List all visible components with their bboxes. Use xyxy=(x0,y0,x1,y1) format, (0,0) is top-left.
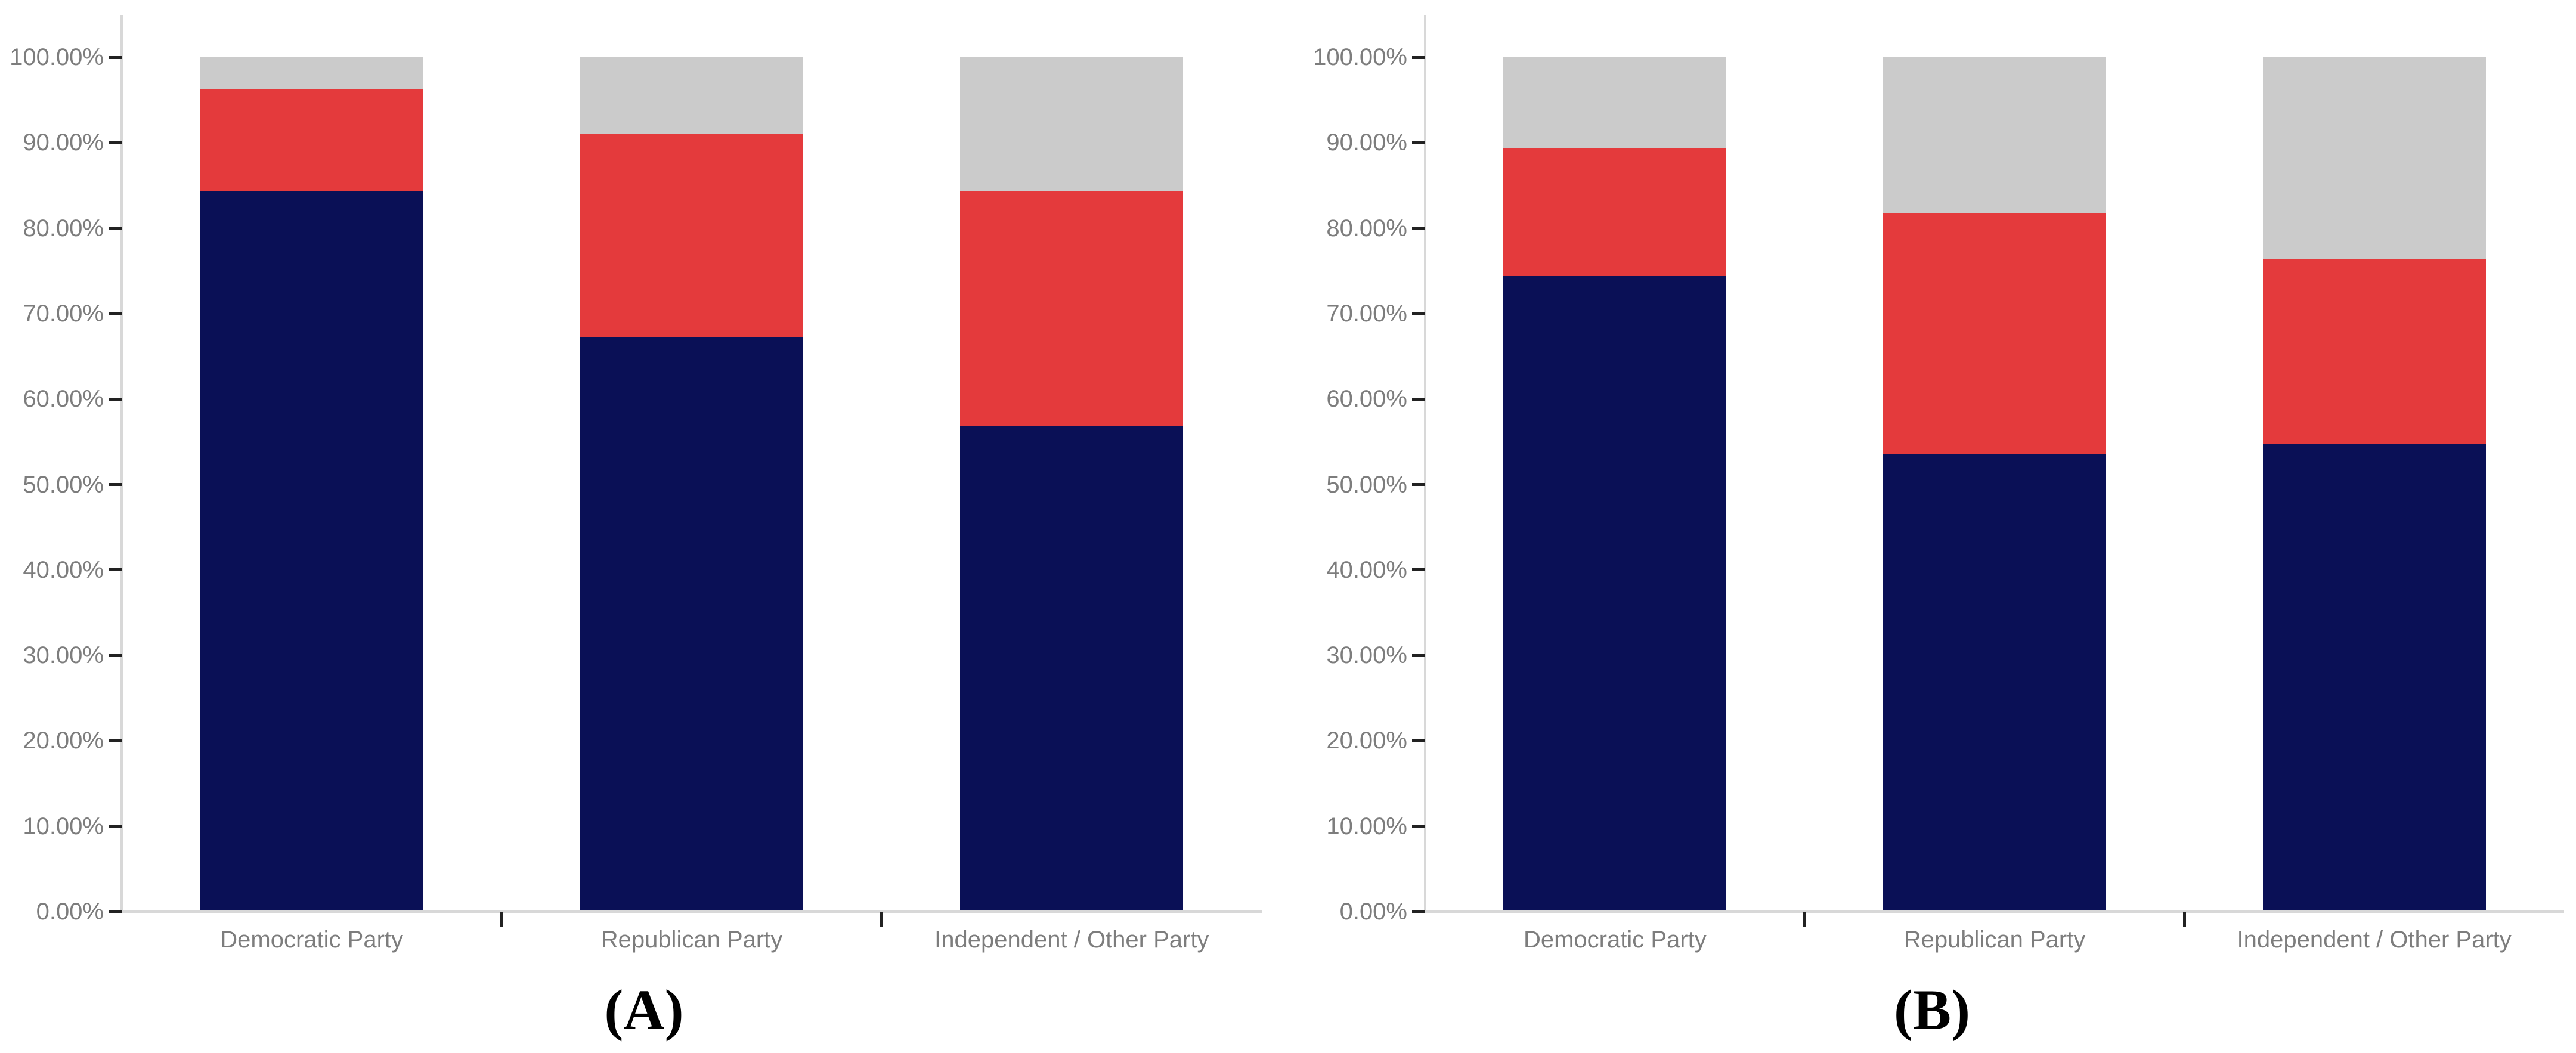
y-tick-label: 20.00% xyxy=(1326,727,1407,754)
stacked-bar-b-3 xyxy=(2262,57,2486,912)
bar-segment-navy xyxy=(580,336,803,912)
y-tick-label: 30.00% xyxy=(1326,642,1407,669)
x-category-label: Independent / Other Party xyxy=(2237,927,2512,953)
y-tick-label: 10.00% xyxy=(1326,813,1407,840)
bar-segment-navy xyxy=(960,426,1184,912)
y-tick-label: 70.00% xyxy=(1326,300,1407,327)
y-tick-label: 40.00% xyxy=(1326,556,1407,583)
y-tick-mark xyxy=(109,227,122,230)
y-tick-label: 90.00% xyxy=(23,129,104,156)
y-tick-mark xyxy=(1412,55,1425,59)
y-tick-mark xyxy=(1412,397,1425,401)
caption-a: (A) xyxy=(604,978,684,1042)
y-tick-mark xyxy=(109,739,122,742)
bar-segment-gray xyxy=(1883,57,2106,213)
y-tick-mark xyxy=(109,910,122,913)
x-axis-line-a xyxy=(122,910,1262,913)
y-tick-label: 50.00% xyxy=(23,471,104,498)
y-tick-mark xyxy=(109,568,122,572)
y-tick-mark xyxy=(1412,141,1425,144)
category-separator-tick xyxy=(2182,912,2186,927)
y-tick-label: 100.00% xyxy=(10,44,104,70)
y-tick-mark xyxy=(1412,825,1425,828)
x-category-label: Republican Party xyxy=(600,927,783,953)
y-tick-mark xyxy=(109,397,122,401)
y-tick-label: 20.00% xyxy=(23,727,104,754)
y-tick-label: 30.00% xyxy=(23,642,104,669)
y-tick-mark xyxy=(1412,227,1425,230)
y-tick-mark xyxy=(1412,568,1425,572)
bar-segment-red xyxy=(1503,148,1727,276)
y-tick-mark xyxy=(109,654,122,657)
stacked-bar-b-1 xyxy=(1503,57,1727,912)
x-category-label: Democratic Party xyxy=(220,927,404,953)
bar-segment-gray xyxy=(2262,57,2486,259)
x-category-label: Independent / Other Party xyxy=(934,927,1209,953)
y-tick-label: 0.00% xyxy=(1339,899,1407,925)
y-tick-label: 80.00% xyxy=(1326,215,1407,241)
bar-segment-navy xyxy=(2262,443,2486,912)
plot-area-a xyxy=(122,57,1262,912)
stacked-bar-b-2 xyxy=(1883,57,2106,912)
y-tick-mark xyxy=(1412,483,1425,486)
y-tick-label: 70.00% xyxy=(23,300,104,327)
y-tick-mark xyxy=(1412,739,1425,742)
y-tick-mark xyxy=(109,312,122,315)
y-tick-label: 40.00% xyxy=(23,556,104,583)
stacked-bar-a-2 xyxy=(580,57,803,912)
y-tick-label: 50.00% xyxy=(1326,471,1407,498)
y-tick-label: 80.00% xyxy=(23,215,104,241)
y-tick-label: 90.00% xyxy=(1326,129,1407,156)
chart-panel-b: (B) 100.00% 90.00% 80.00% 70.00% 60.00% 50.00… xyxy=(1288,0,2576,1053)
chart-panel-a: (A) 100.00% 90.00% 80.00% 70.00% 60.00% 50.00… xyxy=(10,15,1262,1042)
category-separator-tick xyxy=(1803,912,1807,927)
y-tick-mark xyxy=(1412,312,1425,315)
y-tick-label: 0.00% xyxy=(36,899,104,925)
stacked-bar-a-1 xyxy=(200,57,423,912)
y-tick-mark xyxy=(109,483,122,486)
bar-segment-gray xyxy=(1503,57,1727,149)
y-tick-mark xyxy=(1412,910,1425,913)
bar-segment-gray xyxy=(580,57,803,134)
plot-area-b xyxy=(1425,57,2564,912)
bar-segment-red xyxy=(1883,212,2106,455)
y-tick-label: 60.00% xyxy=(1326,386,1407,413)
y-tick-label: 60.00% xyxy=(23,386,104,413)
bar-segment-red xyxy=(2262,259,2486,444)
y-tick-mark xyxy=(1412,654,1425,657)
bar-segment-navy xyxy=(200,191,423,912)
bar-segment-red xyxy=(580,133,803,337)
y-tick-mark xyxy=(109,141,122,144)
bar-segment-gray xyxy=(960,57,1184,191)
y-tick-label: 100.00% xyxy=(1313,44,1407,70)
bar-segment-navy xyxy=(1503,275,1727,912)
y-axis-line-a xyxy=(120,15,123,912)
category-separator-tick xyxy=(880,912,884,927)
bar-segment-red xyxy=(960,190,1184,427)
bar-segment-red xyxy=(200,89,423,191)
bar-segment-gray xyxy=(200,57,423,90)
category-separator-tick xyxy=(500,912,503,927)
x-axis-line-b xyxy=(1425,910,2564,913)
stacked-bar-a-3 xyxy=(960,57,1184,912)
y-axis-line-b xyxy=(1424,15,1426,912)
y-tick-mark xyxy=(109,55,122,59)
caption-b: (B) xyxy=(1894,978,1970,1042)
y-tick-label: 10.00% xyxy=(23,813,104,840)
y-tick-mark xyxy=(109,825,122,828)
x-category-label: Republican Party xyxy=(1903,927,2086,953)
x-category-label: Democratic Party xyxy=(1523,927,1707,953)
bar-segment-navy xyxy=(1883,454,2106,912)
